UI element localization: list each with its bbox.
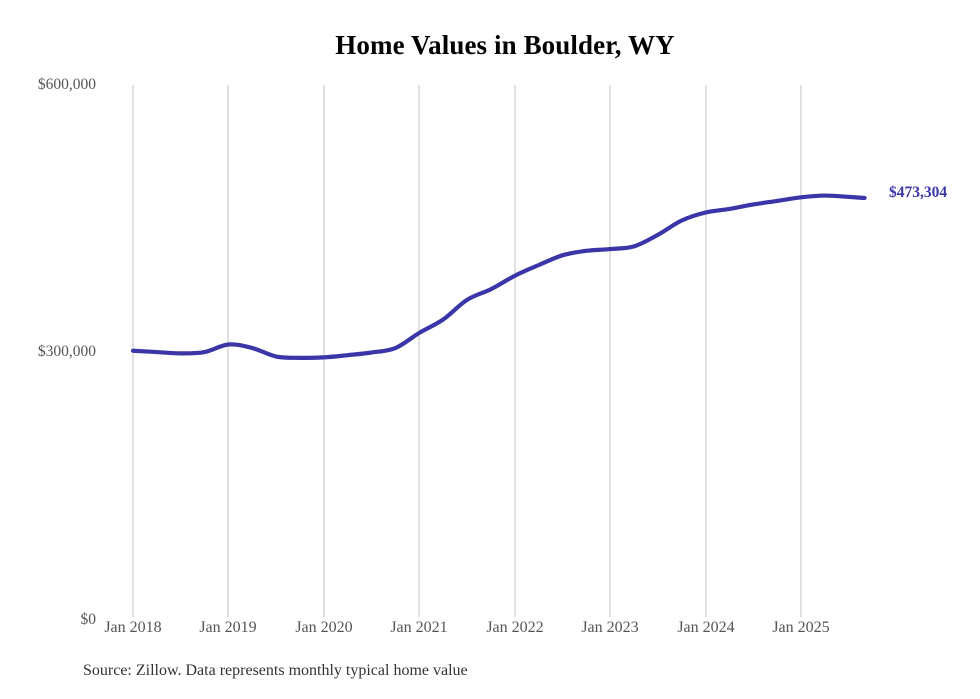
x-tick-jan-2024: Jan 2024 bbox=[677, 619, 735, 636]
end-value-label: $473,304 bbox=[889, 184, 948, 201]
x-tick-jan-2021: Jan 2021 bbox=[390, 619, 448, 636]
y-tick-0: $0 bbox=[80, 611, 97, 628]
y-tick-300000: $300,000 bbox=[37, 343, 96, 360]
x-tick-jan-2022: Jan 2022 bbox=[486, 619, 544, 636]
chart-title: Home Values in Boulder, WY bbox=[335, 30, 675, 60]
y-tick-600000: $600,000 bbox=[37, 76, 96, 93]
x-tick-jan-2023: Jan 2023 bbox=[581, 619, 639, 636]
home-value-line bbox=[130, 193, 867, 361]
source-note: Source: Zillow. Data represents monthly … bbox=[83, 662, 468, 679]
vertical-gridlines bbox=[132, 85, 802, 617]
x-tick-jan-2019: Jan 2019 bbox=[199, 619, 257, 636]
x-tick-jan-2025: Jan 2025 bbox=[772, 619, 830, 636]
x-tick-jan-2018: Jan 2018 bbox=[104, 619, 162, 636]
x-tick-jan-2020: Jan 2020 bbox=[295, 619, 353, 636]
